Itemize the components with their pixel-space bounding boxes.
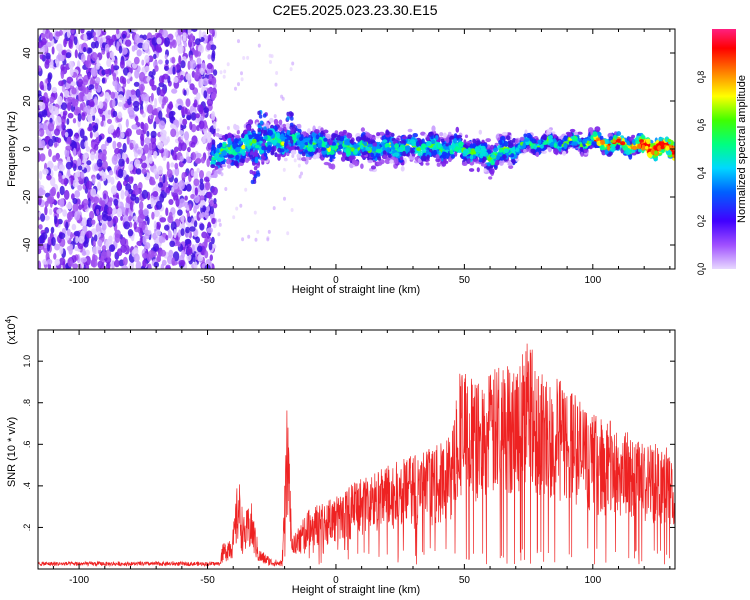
snr-scale-label: (x104): [4, 315, 18, 345]
colorbar-tick-label: 0.6: [696, 119, 706, 132]
spectrogram-xlabel: Height of straight line (km): [292, 284, 420, 296]
colorbar-label: Normalized spectral amplitude: [736, 75, 748, 223]
spectrogram-ylabel: Frequency (Hz): [6, 111, 18, 187]
snr-frame: [37, 329, 676, 570]
spectrogram-ytick-label: -40: [22, 237, 33, 252]
spectrogram-axes: -100 -50 0 50 100 -40 -20 0 20 40: [22, 29, 675, 286]
snr-ytick-label: 1.0: [22, 355, 32, 368]
colorbar-tick-label: 0.2: [696, 215, 706, 228]
colorbar-tick-label: 0.4: [696, 167, 706, 180]
snr-ytick-label: .2: [22, 524, 32, 532]
snr-ytick-label: .8: [22, 399, 32, 407]
colorbar-gradient: [712, 29, 736, 269]
snr-series: [38, 343, 675, 568]
snr-ytick-label: .4: [22, 482, 32, 490]
snr-xtick-label: -100: [69, 575, 89, 586]
snr-xtick-label: -50: [200, 575, 215, 586]
snr-ylabel: SNR (10 * v/v): [6, 417, 18, 487]
colorbar-ticks: 0.0 0.2 0.4 0.6 0.8: [696, 71, 706, 276]
snr-panel: -100 -50 0 50 100 .2 .4 .6 .8 1.0 Height of strai…: [4, 315, 676, 596]
spectrogram-xtick-label: 0: [333, 275, 339, 286]
spectrogram-ytick-label: 0: [22, 146, 33, 152]
snr-line: [38, 343, 675, 568]
snr-axes: -100 -50 0 50 100 .2 .4 .6 .8 1.0: [22, 330, 675, 586]
spectrogram-xtick-label: 50: [459, 275, 471, 286]
snr-xtick-label: 50: [459, 575, 471, 586]
spectrogram-heatmap: [38, 29, 675, 269]
spectrogram-ytick-label: 20: [22, 95, 33, 107]
colorbar-tick-label: 0.0: [696, 263, 706, 276]
spectrogram-xtick-label: -50: [200, 275, 215, 286]
colorbar: 0.0 0.2 0.4 0.6 0.8 Normalized spectral ampl…: [696, 29, 748, 275]
spectrogram-xtick-label: -100: [69, 275, 89, 286]
snr-xtick-label: 0: [333, 575, 339, 586]
snr-xtick-label: 100: [584, 575, 601, 586]
colorbar-tick-label: 0.8: [696, 71, 706, 84]
spectrogram-panel: -100 -50 0 50 100 -40 -20 0 20 40 Height of strai…: [6, 28, 676, 296]
spectrogram-xtick-label: 100: [584, 275, 601, 286]
snr-xlabel: Height of straight line (km): [292, 584, 420, 596]
figure-title: C2E5.2025.023.23.30.E15: [272, 2, 437, 18]
spectrogram-ytick-label: 40: [22, 47, 33, 59]
snr-ytick-label: .6: [22, 441, 32, 449]
snr-scale-exponent: 4: [4, 318, 13, 323]
spectrogram-ytick-label: -20: [22, 189, 33, 204]
